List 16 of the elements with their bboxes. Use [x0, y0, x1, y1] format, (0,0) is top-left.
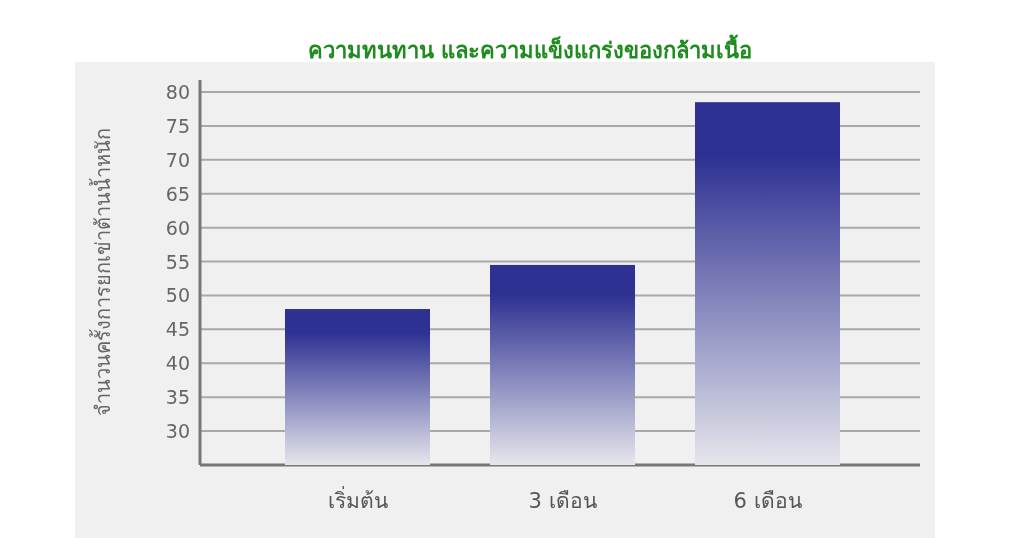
y-tick-label: 65 — [165, 182, 190, 205]
y-tick-label: 70 — [165, 148, 190, 171]
y-tick-label: 55 — [165, 250, 190, 273]
x-tick-label: 6 เดือน — [733, 489, 802, 513]
y-tick-label: 45 — [165, 318, 190, 341]
y-tick-label: 75 — [165, 114, 190, 137]
y-tick-label: 80 — [165, 81, 190, 103]
y-axis-title: จำนวนครั้งการยกเข่าต้านน้ำหนัก — [89, 128, 115, 416]
y-tick-label: 40 — [165, 352, 190, 375]
y-tick-label: 35 — [165, 386, 190, 409]
chart-title: ความทนทาน และความแข็งแกร่งของกล้ามเนื้อ — [307, 34, 753, 63]
x-tick-label: เริ่มต้น — [327, 486, 388, 513]
y-tick-label: 30 — [165, 420, 190, 443]
y-tick-label: 50 — [165, 284, 190, 307]
x-tick-label: 3 เดือน — [528, 489, 597, 513]
y-tick-label: 60 — [165, 216, 190, 239]
